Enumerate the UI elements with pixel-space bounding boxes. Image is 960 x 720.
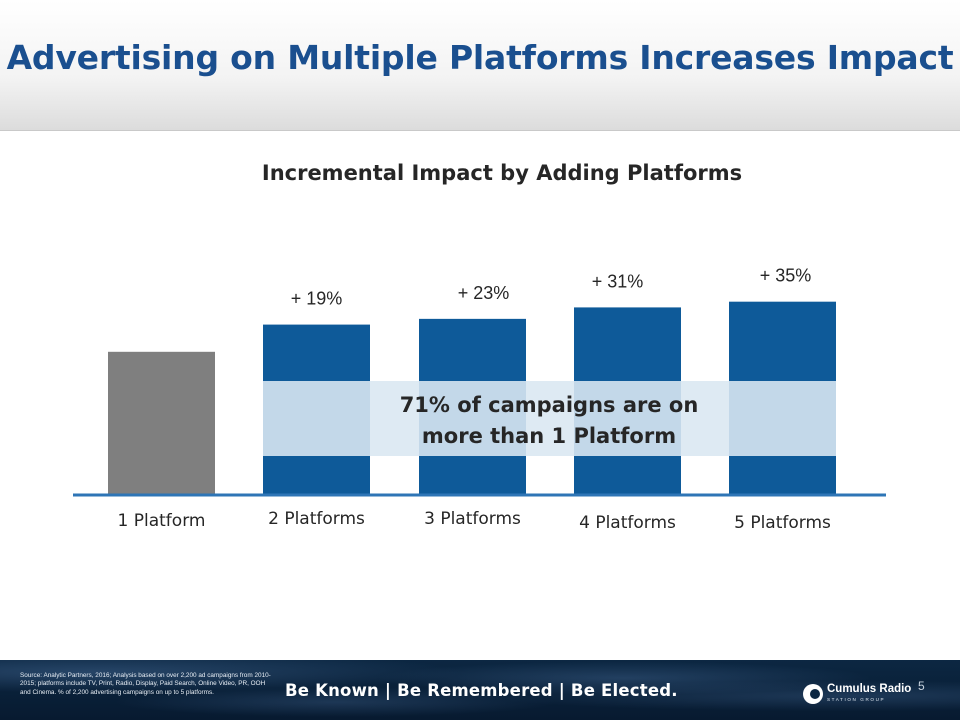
category-label-3: 3 Platforms <box>424 509 521 529</box>
page-number: 5 <box>918 679 925 693</box>
highlight-band-gap <box>370 381 419 456</box>
category-label-2: 2 Platforms <box>268 509 365 529</box>
data-label-3: + 23% <box>458 283 510 303</box>
data-label-2: + 19% <box>291 289 343 309</box>
category-label-5: 5 Platforms <box>734 513 831 533</box>
bar-chart: Incremental Impact by Adding Platforms + … <box>73 161 886 533</box>
annotation-line-2: more than 1 Platform <box>422 424 676 448</box>
category-label-4: 4 Platforms <box>579 513 676 533</box>
bar-1 <box>108 351 215 495</box>
logo-subtitle: STATION GROUP <box>827 697 886 702</box>
footer-bar: Source: Analytic Partners, 2016; Analysi… <box>0 660 960 720</box>
category-label-1: 1 Platform <box>118 511 206 531</box>
highlight-band-segment <box>729 381 836 456</box>
data-label-5: + 35% <box>760 266 812 286</box>
annotation-line-1: 71% of campaigns are on <box>400 393 699 417</box>
slide-title: Advertising on Multiple Platforms Increa… <box>6 38 954 77</box>
cumulus-logo: Cumulus Radio STATION GROUP <box>803 682 913 706</box>
footer-background-image <box>0 660 960 720</box>
data-label-4: + 31% <box>592 271 644 291</box>
highlight-band-gap <box>681 381 729 456</box>
cumulus-logo-icon <box>803 684 823 704</box>
chart-title: Incremental Impact by Adding Platforms <box>262 161 742 185</box>
slide-header <box>0 0 960 131</box>
highlight-band-segment <box>574 381 681 456</box>
source-note: Source: Analytic Partners, 2016; Analysi… <box>20 672 271 696</box>
highlight-band-segment <box>419 381 526 456</box>
highlight-band-gap <box>526 381 574 456</box>
footer-tagline: Be Known | Be Remembered | Be Elected. <box>285 681 678 700</box>
highlight-band-segment <box>263 381 370 456</box>
logo-name: Cumulus Radio <box>827 683 912 695</box>
